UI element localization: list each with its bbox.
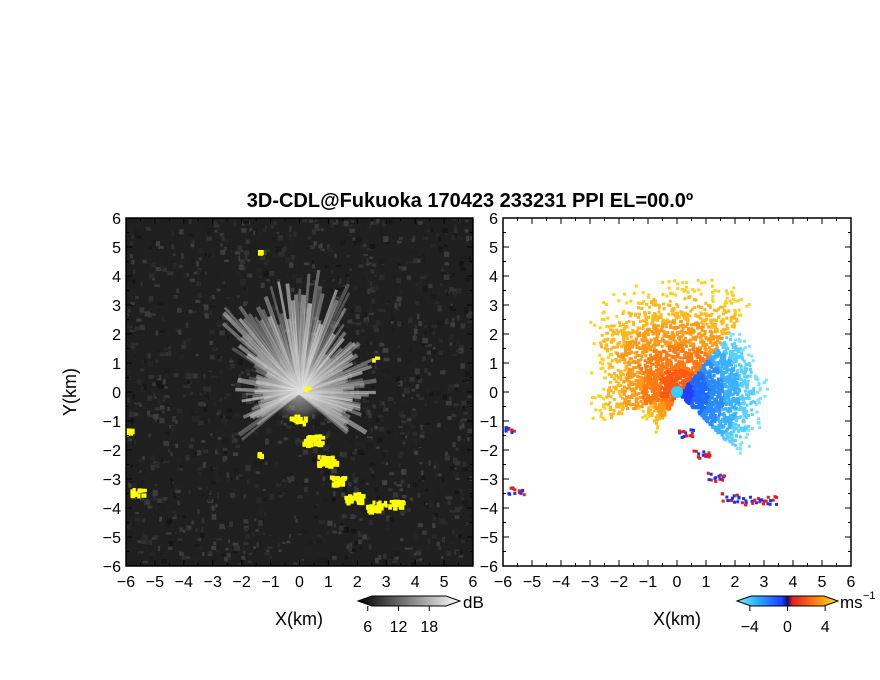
- velocity-axis-ticks: −6 −5 −4 −3 −2 −1 0 1 2 3 4 5 6 −6 −5 −4 −3 −2 −1 0 1 2 3 4 5 6: [480, 211, 856, 591]
- reflectivity-y-tick-label: −2: [103, 443, 121, 460]
- velocity-colorbar-unit-exponent: −1: [863, 590, 876, 602]
- reflectivity-x-tick-label: 3: [382, 574, 391, 591]
- velocity-y-tick-label: −6: [480, 559, 498, 576]
- figure-title: 3D-CDL@Fukuoka 170423 233231 PPI EL=00.0…: [247, 190, 693, 212]
- reflectivity-colorbar-tick-label: 18: [420, 619, 438, 636]
- velocity-x-tick-label: 5: [818, 574, 827, 591]
- reflectivity-x-tick-label: 1: [324, 574, 333, 591]
- velocity-y-tick-label: 0: [489, 385, 498, 402]
- velocity-y-tick-label: 3: [489, 298, 498, 315]
- velocity-x-tick-label: −3: [581, 574, 599, 591]
- velocity-y-tick-label: 1: [489, 356, 498, 373]
- reflectivity-x-tick-label: −5: [146, 574, 164, 591]
- velocity-x-tick-label: −1: [639, 574, 657, 591]
- velocity-x-tick-label: 3: [760, 574, 769, 591]
- velocity-x-tick-label: −5: [523, 574, 541, 591]
- panel-velocity: −6 −5 −4 −3 −2 −1 0 1 2 3 4 5 6 −6 −5 −4 −3 −2 −1 0 1 2 3 4 5 6 X…: [480, 211, 856, 629]
- velocity-y-tick-label: −1: [480, 414, 498, 431]
- velocity-colorbar-ramp: [735, 595, 840, 607]
- reflectivity-x-tick-label: −2: [233, 574, 251, 591]
- reflectivity-field: [126, 218, 473, 566]
- reflectivity-colorbar-unit: dB: [463, 593, 484, 612]
- velocity-y-tick-label: 4: [489, 269, 498, 286]
- reflectivity-x-tick-label: 5: [440, 574, 449, 591]
- velocity-x-tick-label: 0: [673, 574, 682, 591]
- velocity-y-tick-label: 2: [489, 327, 498, 344]
- reflectivity-highlight: [126, 249, 406, 515]
- reflectivity-colorbar-tick-label: 12: [390, 619, 408, 636]
- reflectivity-fan: [221, 269, 377, 441]
- velocity-x-tick-label: −6: [494, 574, 512, 591]
- reflectivity-y-tick-label: −1: [103, 414, 121, 431]
- reflectivity-x-axis-label: X(km): [275, 609, 323, 629]
- velocity-field-pixels: [589, 278, 769, 455]
- velocity-y-tick-label: −4: [480, 501, 498, 518]
- reflectivity-x-tick-label: 6: [469, 574, 478, 591]
- reflectivity-x-tick-label: 2: [353, 574, 362, 591]
- reflectivity-x-tick-label: −1: [261, 574, 279, 591]
- velocity-y-tick-label: −2: [480, 443, 498, 460]
- reflectivity-x-tick-label: 4: [411, 574, 420, 591]
- velocity-origin-marker: [671, 386, 683, 398]
- velocity-y-tick-label: −3: [480, 472, 498, 489]
- velocity-x-tick-label: 1: [702, 574, 711, 591]
- velocity-colorbar-tick-label: −4: [741, 619, 759, 636]
- reflectivity-y-tick-label: −6: [103, 559, 121, 576]
- velocity-x-tick-label: 2: [731, 574, 740, 591]
- velocity-colorbar-tick-label: 4: [821, 619, 830, 636]
- velocity-y-tick-label: 5: [489, 240, 498, 257]
- velocity-colorbar-tick-label: 0: [783, 619, 792, 636]
- reflectivity-y-tick-label: 3: [112, 298, 121, 315]
- reflectivity-x-tick-label: −4: [175, 574, 193, 591]
- reflectivity-x-tick-label: −3: [204, 574, 222, 591]
- velocity-field: [503, 278, 779, 507]
- reflectivity-y-tick-label: −5: [103, 530, 121, 547]
- velocity-x-tick-label: −4: [552, 574, 570, 591]
- reflectivity-axis-ticks: −6 −5 −4 −3 −2 −1 0 1 2 3 4 5 6 −6 −5 −4 −3 −2 −1 0 1 2 3 4 5 6: [103, 211, 478, 591]
- velocity-colorbar: −4 0 4 ms −1: [735, 590, 876, 636]
- velocity-edge-band: [503, 425, 779, 507]
- velocity-x-tick-label: −2: [610, 574, 628, 591]
- reflectivity-y-tick-label: 1: [112, 356, 121, 373]
- velocity-x-tick-label: 6: [847, 574, 856, 591]
- reflectivity-y-tick-label: −4: [103, 501, 121, 518]
- reflectivity-colorbar: 6 12 18 dB: [356, 593, 484, 636]
- velocity-y-tick-label: 6: [489, 211, 498, 228]
- reflectivity-y-tick-label: −3: [103, 472, 121, 489]
- panel-reflectivity: −6 −5 −4 −3 −2 −1 0 1 2 3 4 5 6 −6 −5 −4 −3 −2 −1 0 1 2 3 4 5 6 Y…: [60, 211, 478, 629]
- reflectivity-y-axis-label: Y(km): [60, 368, 80, 416]
- reflectivity-y-tick-label: 6: [112, 211, 121, 228]
- reflectivity-colorbar-ticks: 6 12 18: [363, 606, 438, 636]
- reflectivity-colorbar-tick-label: 6: [363, 619, 372, 636]
- reflectivity-y-tick-label: 4: [112, 269, 121, 286]
- reflectivity-y-tick-label: 2: [112, 327, 121, 344]
- reflectivity-y-tick-label: 5: [112, 240, 121, 257]
- velocity-y-tick-label: −5: [480, 530, 498, 547]
- reflectivity-y-tick-label: 0: [112, 385, 121, 402]
- velocity-x-axis-label: X(km): [653, 609, 701, 629]
- velocity-x-tick-label: 4: [789, 574, 798, 591]
- reflectivity-x-tick-label: −6: [117, 574, 135, 591]
- reflectivity-colorbar-ramp: [356, 595, 462, 607]
- velocity-colorbar-unit: ms: [840, 593, 863, 612]
- velocity-colorbar-ticks: −4 0 4: [741, 606, 830, 636]
- reflectivity-x-tick-label: 0: [295, 574, 304, 591]
